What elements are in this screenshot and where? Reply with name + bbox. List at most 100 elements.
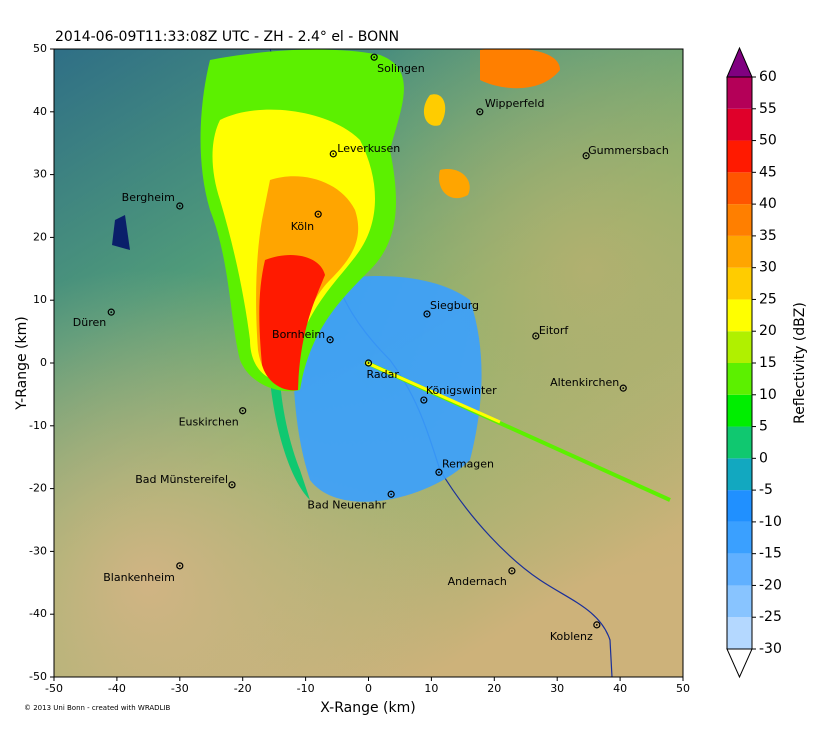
place-label: Bornheim bbox=[272, 328, 325, 341]
colorbar-band bbox=[727, 521, 752, 554]
colorbar-band bbox=[727, 140, 752, 173]
colorbar-tick-label: 45 bbox=[759, 164, 777, 180]
colorbar-band bbox=[727, 204, 752, 236]
colorbar-band bbox=[727, 490, 752, 522]
colorbar-tick-label: 20 bbox=[759, 323, 777, 339]
place-marker bbox=[476, 108, 484, 116]
y-tick-label: -20 bbox=[29, 482, 47, 495]
x-tick-label: 20 bbox=[487, 682, 501, 695]
x-axis-label: X-Range (km) bbox=[320, 700, 415, 716]
place-label: Radar bbox=[367, 368, 400, 381]
place-marker bbox=[176, 202, 184, 210]
place-dot bbox=[585, 154, 588, 157]
colorbar-band bbox=[727, 363, 752, 395]
place-dot bbox=[478, 110, 481, 113]
place-dot bbox=[595, 623, 598, 626]
place-marker bbox=[176, 562, 184, 570]
place-label: Andernach bbox=[448, 575, 507, 588]
place-marker bbox=[508, 567, 516, 575]
colorbar-band bbox=[727, 458, 752, 491]
place-dot bbox=[373, 56, 376, 59]
place-dot bbox=[110, 311, 113, 314]
colorbar-band bbox=[727, 267, 752, 300]
place-marker bbox=[314, 210, 322, 218]
copyright: © 2013 Uni Bonn - created with WRADLIB bbox=[24, 704, 171, 712]
place-marker bbox=[619, 384, 627, 392]
place-dot bbox=[329, 338, 332, 341]
colorbar-under bbox=[726, 648, 753, 679]
place-label: Bad Münstereifel bbox=[135, 473, 228, 486]
colorbar-tick-label: -5 bbox=[759, 482, 773, 498]
place-marker bbox=[387, 490, 395, 498]
place-dot bbox=[422, 399, 425, 401]
colorbar-tick-label: 60 bbox=[759, 69, 777, 85]
place-marker bbox=[423, 310, 431, 318]
y-tick-label: 50 bbox=[33, 42, 47, 55]
y-tick-label: 20 bbox=[33, 230, 47, 243]
x-tick-label: 10 bbox=[424, 682, 438, 695]
place-dot bbox=[426, 313, 428, 315]
place-label: Königswinter bbox=[426, 384, 497, 397]
place-dot bbox=[231, 483, 233, 486]
colorbar-tick-label: 10 bbox=[759, 387, 777, 403]
y-tick-label: 30 bbox=[33, 168, 47, 181]
colorbar-tick-label: 30 bbox=[759, 260, 777, 276]
place-dot bbox=[390, 493, 393, 496]
place-label: Remagen bbox=[442, 457, 494, 470]
colorbar-tick-label: -20 bbox=[759, 577, 782, 593]
place-dot bbox=[332, 152, 335, 155]
place-label: Blankenheim bbox=[103, 571, 175, 584]
place-dot bbox=[622, 387, 625, 390]
colorbar-tick-label: -30 bbox=[759, 641, 782, 657]
place-dot bbox=[317, 213, 320, 216]
place-label: Euskirchen bbox=[179, 416, 239, 429]
place-dot bbox=[367, 362, 370, 364]
place-dot bbox=[438, 471, 440, 474]
colorbar-tick-label: -15 bbox=[759, 546, 782, 562]
y-tick-label: -40 bbox=[29, 607, 47, 620]
colorbar-band bbox=[727, 108, 752, 141]
y-tick-label: 0 bbox=[40, 356, 47, 369]
colorbar-band bbox=[727, 331, 752, 363]
place-marker bbox=[593, 621, 601, 629]
place-label: Düren bbox=[73, 316, 106, 329]
x-tick-label: 40 bbox=[613, 682, 627, 695]
place-label: Bad Neuenahr bbox=[307, 498, 386, 511]
x-tick-label: 50 bbox=[676, 682, 690, 695]
colorbar-tick-label: 55 bbox=[759, 101, 777, 117]
colorbar-tick-label: 35 bbox=[759, 228, 777, 244]
place-marker bbox=[329, 150, 337, 158]
x-tick-label: 30 bbox=[550, 682, 564, 695]
place-label: Gummersbach bbox=[588, 144, 669, 157]
place-label: Leverkusen bbox=[337, 142, 400, 155]
colorbar-band bbox=[727, 299, 752, 332]
place-label: Altenkirchen bbox=[550, 376, 619, 389]
colorbar-tick-label: 5 bbox=[759, 419, 768, 435]
place-label: Siegburg bbox=[430, 299, 479, 312]
place-marker bbox=[228, 481, 236, 489]
place-marker bbox=[582, 152, 590, 160]
colorbar-band bbox=[727, 235, 752, 268]
y-axis-label: Y-Range (km) bbox=[14, 316, 30, 410]
colorbar-tick-label: 25 bbox=[759, 291, 777, 307]
colorbar-tick-label: 15 bbox=[759, 355, 777, 371]
map-title: 2014-06-09T11:33:08Z UTC - ZH - 2.4° el … bbox=[55, 29, 399, 45]
place-label: Wipperfeld bbox=[485, 97, 545, 110]
place-dot bbox=[178, 564, 181, 567]
colorbar-band bbox=[727, 426, 752, 459]
colorbar-band bbox=[727, 172, 752, 205]
place-label: Köln bbox=[291, 220, 314, 233]
colorbar-band bbox=[727, 394, 752, 427]
colorbar-tick-label: 0 bbox=[759, 450, 768, 466]
y-tick-label: 10 bbox=[33, 293, 47, 306]
place-label: Bergheim bbox=[122, 191, 175, 204]
x-tick-label: -20 bbox=[234, 682, 252, 695]
x-tick-label: -50 bbox=[45, 682, 63, 695]
place-marker bbox=[364, 359, 373, 367]
place-dot bbox=[241, 409, 244, 412]
place-label: Koblenz bbox=[550, 630, 593, 643]
y-tick-label: -50 bbox=[29, 670, 47, 683]
y-tick-label: -10 bbox=[29, 419, 47, 432]
x-tick-label: -30 bbox=[171, 682, 189, 695]
